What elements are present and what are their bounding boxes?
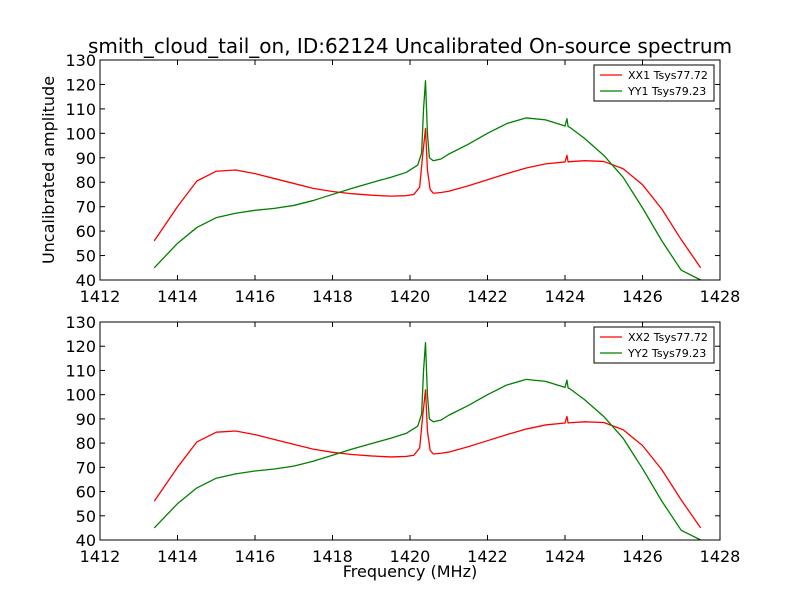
x-tick-label: 1426: [622, 287, 663, 306]
y-axis-label: Uncalibrated amplitude: [39, 76, 58, 264]
y-tick-label: 110: [65, 100, 96, 119]
y-tick-label: 80: [76, 173, 96, 192]
top-panel: 1412 1414 1416 1418 1420 1422 1424 1426 1428 40 50…: [65, 51, 740, 306]
y-tick-label: 90: [76, 410, 96, 429]
x-tick-label: 1424: [545, 547, 586, 566]
x-tick-label: 1420: [390, 287, 431, 306]
x-tick-label: 1412: [80, 547, 121, 566]
y-tick-label: 100: [65, 386, 96, 405]
legend-box: [593, 326, 715, 364]
y-tick-label: 60: [76, 222, 96, 241]
y-tick-label: 50: [76, 247, 96, 266]
y-tick-label: 100: [65, 124, 96, 143]
y-tick-label: 110: [65, 361, 96, 380]
legend-entry: XX2 Tsys77.72: [628, 331, 708, 344]
chart-title: smith_cloud_tail_on, ID:62124 Uncalibrat…: [88, 34, 732, 58]
x-tick-label: 1414: [157, 287, 198, 306]
legend: XX1 Tsys77.72 YY1 Tsys79.23: [593, 64, 715, 102]
x-tick-label: 1418: [312, 287, 353, 306]
legend-entry: YY2 Tsys79.23: [627, 347, 706, 360]
y-tick-label: 50: [76, 507, 96, 526]
x-tick-label: 1422: [467, 547, 508, 566]
x-tick-label: 1416: [235, 287, 276, 306]
series-line-yy: [153, 80, 701, 280]
y-tick-label: 70: [76, 458, 96, 477]
y-tick-label: 40: [76, 271, 96, 290]
x-tick-label: 1414: [157, 547, 198, 566]
y-tick-label: 130: [65, 51, 96, 70]
x-tick-label: 1422: [467, 287, 508, 306]
x-tick-label: 1412: [80, 287, 121, 306]
series-line-yy: [153, 341, 701, 540]
legend-entry: YY1 Tsys79.23: [627, 85, 706, 98]
y-tick-label: 130: [65, 313, 96, 332]
y-tick-label: 90: [76, 149, 96, 168]
series-line-xx: [153, 127, 702, 269]
x-tick-label: 1428: [700, 547, 741, 566]
x-tick-label: 1416: [235, 547, 276, 566]
y-tick-label: 70: [76, 198, 96, 217]
series-line-xx: [153, 389, 702, 529]
legend: XX2 Tsys77.72 YY2 Tsys79.23: [593, 326, 715, 364]
y-tick-label: 120: [65, 75, 96, 94]
x-tick-label: 1424: [545, 287, 586, 306]
x-tick-label: 1420: [390, 547, 431, 566]
x-tick-label: 1418: [312, 547, 353, 566]
legend-entry: XX1 Tsys77.72: [628, 69, 708, 82]
legend-box: [593, 64, 715, 102]
y-tick-label: 60: [76, 483, 96, 502]
bottom-panel: 1412 1414 1416 1418 1420 1422 1424 1426 1428 40 50…: [65, 313, 740, 566]
x-tick-label: 1426: [622, 547, 663, 566]
y-tick-label: 120: [65, 337, 96, 356]
y-tick-label: 80: [76, 434, 96, 453]
x-tick-label: 1428: [700, 287, 741, 306]
y-tick-label: 40: [76, 531, 96, 550]
x-axis-label: Frequency (MHz): [343, 562, 477, 581]
